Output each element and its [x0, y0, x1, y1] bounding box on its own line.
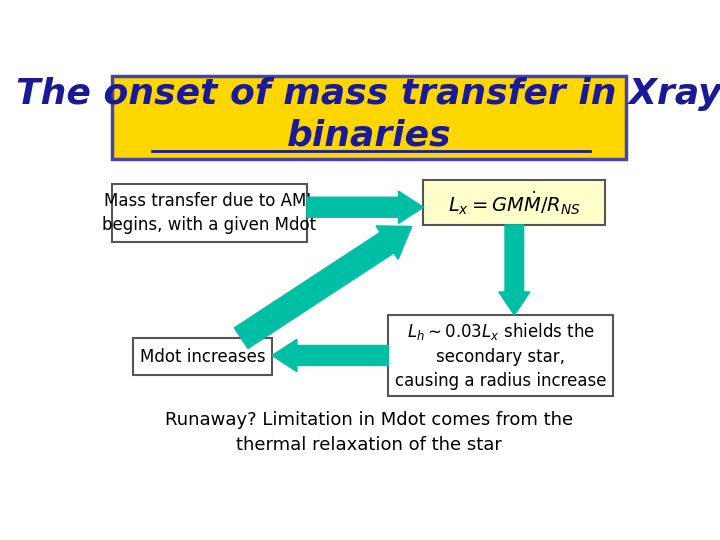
FancyArrow shape	[272, 339, 388, 372]
FancyBboxPatch shape	[423, 180, 606, 225]
Text: Runaway? Limitation in Mdot comes from the
thermal relaxation of the star: Runaway? Limitation in Mdot comes from t…	[165, 411, 573, 454]
Text: $L_x= GM\dot{M}/R_{NS}$: $L_x= GM\dot{M}/R_{NS}$	[448, 188, 581, 217]
FancyArrow shape	[234, 226, 412, 348]
FancyArrow shape	[307, 191, 423, 224]
FancyBboxPatch shape	[112, 76, 626, 159]
Text: Mdot increases: Mdot increases	[140, 348, 265, 366]
FancyBboxPatch shape	[132, 338, 272, 375]
Text: Mass transfer due to AML
begins, with a given Mdot: Mass transfer due to AML begins, with a …	[102, 192, 316, 234]
Text: $L_h$$\sim$0.03$L_x$ shields the
secondary star,
causing a radius increase: $L_h$$\sim$0.03$L_x$ shields the seconda…	[395, 321, 606, 390]
Text: The onset of mass transfer in Xray
binaries: The onset of mass transfer in Xray binar…	[16, 77, 720, 153]
FancyBboxPatch shape	[112, 184, 307, 242]
FancyArrow shape	[499, 225, 530, 315]
FancyBboxPatch shape	[388, 315, 613, 396]
